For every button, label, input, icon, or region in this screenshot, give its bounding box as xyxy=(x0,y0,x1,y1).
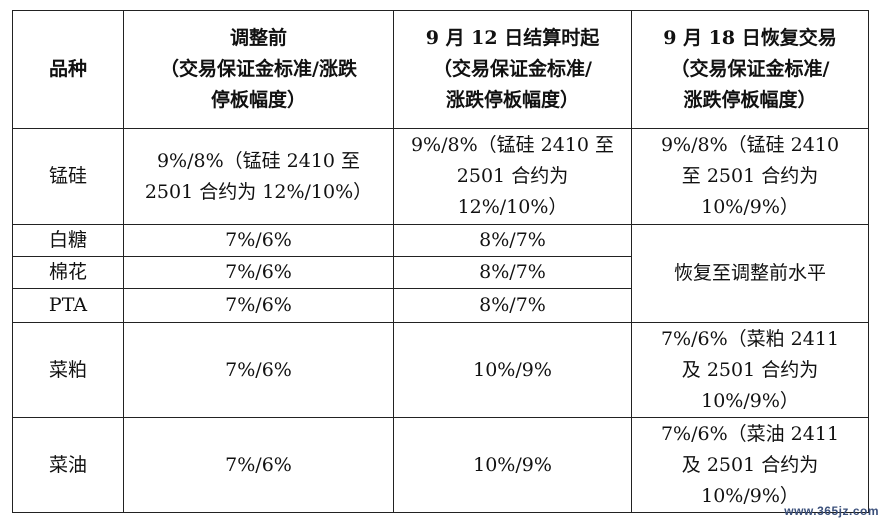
variety-cell: PTA xyxy=(12,288,124,323)
watermark: www.365jz.com xyxy=(784,504,879,518)
before-cell: 7%/6% xyxy=(123,288,394,323)
before-cell: 7%/6% xyxy=(123,322,394,418)
before-cell: 7%/6% xyxy=(123,417,394,513)
table-row: 锰硅 9%/8%（锰硅 2410 至 2501 合约为 12%/10%） 9%/… xyxy=(12,128,869,225)
before-cell: 7%/6% xyxy=(123,224,394,257)
sep12-cell: 8%/7% xyxy=(393,256,632,289)
sep18-cell: 7%/6%（菜粕 2411 及 2501 合约为 10%/9%） xyxy=(631,322,869,418)
sep12-cell: 10%/9% xyxy=(393,417,632,513)
table-row: 棉花 7%/6% 8%/7% xyxy=(12,256,869,289)
header-sep12: 9 月 12 日结算时起 （交易保证金标准/ 涨跌停板幅度） xyxy=(393,10,632,129)
variety-cell: 菜油 xyxy=(12,417,124,513)
variety-cell: 棉花 xyxy=(12,256,124,289)
header-row: 品种 调整前 （交易保证金标准/涨跌 停板幅度） 9 月 12 日结算时起 （交… xyxy=(12,10,869,129)
variety-cell: 白糖 xyxy=(12,224,124,257)
table-row: 菜油 7%/6% 10%/9% 7%/6%（菜油 2411 及 2501 合约为… xyxy=(12,417,869,513)
sep12-cell: 9%/8%（锰硅 2410 至 2501 合约为 12%/10%） xyxy=(393,128,632,225)
variety-cell: 锰硅 xyxy=(12,128,124,225)
before-cell: 9%/8%（锰硅 2410 至 2501 合约为 12%/10%） xyxy=(123,128,394,225)
table-row: PTA 7%/6% 8%/7% xyxy=(12,288,869,323)
sep18-cell: 9%/8%（锰硅 2410 至 2501 合约为 10%/9%） xyxy=(631,128,869,225)
table-row: 白糖 7%/6% 8%/7% 恢复至调整前水平 xyxy=(12,224,869,323)
sep18-cell: 7%/6%（菜油 2411 及 2501 合约为 10%/9%） xyxy=(631,417,869,513)
sep12-cell: 10%/9% xyxy=(393,322,632,418)
header-sep18: 9 月 18 日恢复交易 （交易保证金标准/ 涨跌停板幅度） xyxy=(631,10,869,129)
header-variety: 品种 xyxy=(12,10,124,129)
table-row: 菜粕 7%/6% 10%/9% 7%/6%（菜粕 2411 及 2501 合约为… xyxy=(12,322,869,418)
margin-adjustment-table: 品种 调整前 （交易保证金标准/涨跌 停板幅度） 9 月 12 日结算时起 （交… xyxy=(12,10,869,513)
before-cell: 7%/6% xyxy=(123,256,394,289)
sep18-merged-cell: 恢复至调整前水平 xyxy=(631,224,869,323)
sep12-cell: 8%/7% xyxy=(393,224,632,257)
variety-cell: 菜粕 xyxy=(12,322,124,418)
sep12-cell: 8%/7% xyxy=(393,288,632,323)
header-before: 调整前 （交易保证金标准/涨跌 停板幅度） xyxy=(123,10,394,129)
